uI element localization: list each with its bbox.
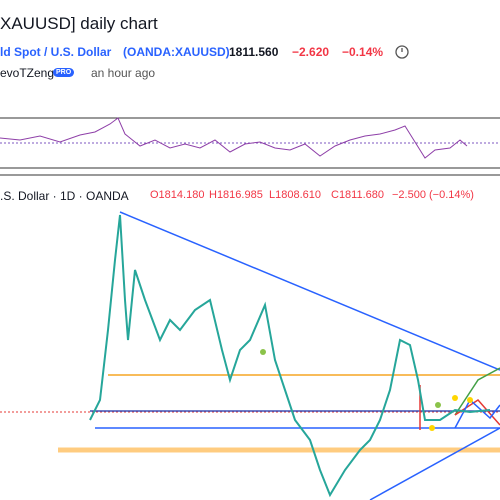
drawings: [0, 211, 500, 500]
idea-title: XAUUSD] daily chart: [0, 14, 158, 33]
legend-symbol: .S. Dollar · 1D · OANDA: [0, 189, 129, 203]
rsi-panel: [0, 117, 500, 169]
price-path: [89, 214, 491, 498]
change-pct: −0.14%: [342, 45, 384, 59]
legend-change: −2.500 (−0.14%): [392, 189, 474, 201]
symbol-code[interactable]: (OANDA:XAUUSD): [123, 45, 230, 59]
legend-open: O1814.180: [150, 189, 205, 201]
change: −2.620: [292, 45, 330, 59]
price: 1811.560: [229, 45, 279, 59]
legend-close: C1811.680: [331, 189, 385, 201]
author[interactable]: evoTZeng: [0, 66, 55, 80]
symbol-name[interactable]: ld Spot / U.S. Dollar: [0, 45, 112, 59]
legend-high: H1816.985: [209, 189, 263, 201]
pro-badge: PRO: [53, 68, 75, 77]
timestamp: an hour ago: [91, 66, 156, 80]
legend-low: L1808.610: [269, 189, 321, 201]
